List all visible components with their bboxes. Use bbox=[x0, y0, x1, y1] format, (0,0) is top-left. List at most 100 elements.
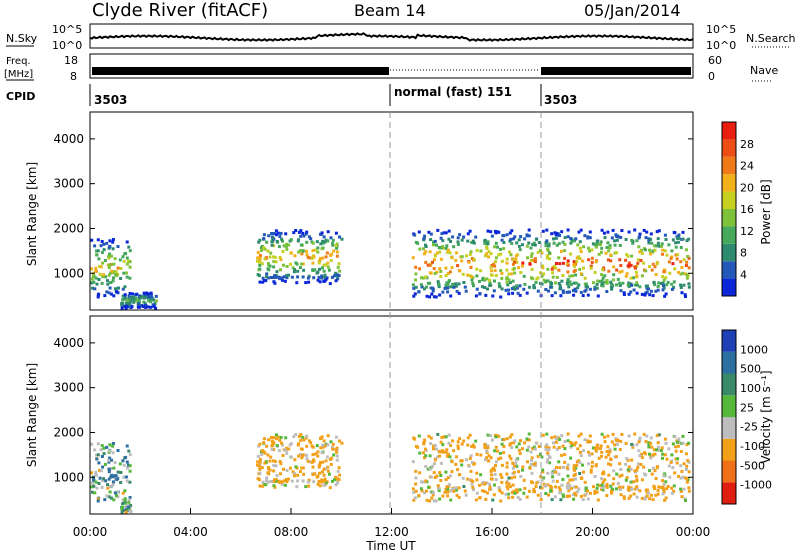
velocity-echo-cell bbox=[595, 486, 599, 490]
velocity-echo-cell bbox=[566, 483, 570, 487]
power-colorbar-tick-label: 28 bbox=[740, 138, 754, 151]
power-colorbar-tick-label: 24 bbox=[740, 160, 754, 173]
power-echo-cell bbox=[595, 282, 599, 286]
power-echo-cell bbox=[557, 268, 561, 272]
power-echo-cell bbox=[412, 294, 416, 298]
velocity-echo-cell bbox=[632, 492, 636, 496]
velocity-echo-cell bbox=[525, 448, 529, 452]
velocity-echo-cell bbox=[428, 454, 432, 458]
power-echo-cell bbox=[483, 242, 487, 245]
velocity-echo-cell bbox=[257, 444, 261, 448]
power-echo-cell bbox=[126, 299, 130, 303]
velocity-echo-cell bbox=[421, 480, 425, 484]
power-echo-cell bbox=[502, 247, 506, 251]
power-echo-cell bbox=[127, 304, 131, 308]
power-echo-cell bbox=[111, 240, 115, 244]
velocity-echo-cell bbox=[326, 465, 330, 469]
power-echo-cell bbox=[331, 243, 335, 247]
velocity-echo-cell bbox=[324, 481, 328, 485]
power-echo-cell bbox=[508, 231, 512, 235]
velocity-echo-cell bbox=[458, 473, 462, 476]
velocity-echo-cell bbox=[256, 460, 260, 464]
power-echo-cell bbox=[603, 280, 607, 284]
power-echo-cell bbox=[463, 285, 467, 289]
velocity-echo-cell bbox=[541, 433, 545, 437]
velocity-echo-cell bbox=[331, 446, 334, 450]
power-echo-cell bbox=[522, 287, 526, 291]
station-title: Clyde River (fitACF) bbox=[92, 0, 268, 21]
velocity-echo-cell bbox=[423, 438, 427, 442]
velocity-echo-cell bbox=[681, 475, 685, 479]
power-colorbar-swatch bbox=[722, 191, 736, 209]
velocity-echo-cell bbox=[127, 501, 131, 505]
velocity-echo-cell bbox=[274, 464, 278, 468]
cpid-label: CPID bbox=[6, 90, 35, 103]
velocity-echo-cell bbox=[121, 502, 125, 505]
velocity-echo-cell bbox=[260, 452, 264, 456]
power-echo-cell bbox=[429, 262, 433, 266]
velocity-echo-cell bbox=[420, 489, 424, 493]
power-echo-cell bbox=[508, 281, 512, 285]
power-echo-cell bbox=[547, 289, 550, 293]
velocity-echo-cell bbox=[460, 463, 464, 467]
velocity-echo-cell bbox=[266, 453, 270, 457]
power-echo-cell bbox=[123, 304, 127, 308]
velocity-echo-cell bbox=[515, 445, 519, 449]
velocity-echo-cell bbox=[258, 471, 262, 475]
power-ytick-label: 2000 bbox=[53, 221, 84, 235]
power-echo-cell bbox=[534, 281, 538, 284]
power-echo-cell bbox=[451, 235, 455, 239]
velocity-echo-cell bbox=[537, 445, 541, 448]
power-echo-cell bbox=[449, 294, 453, 298]
power-echo-cell bbox=[266, 276, 270, 280]
velocity-colorbar-tick-label: -100 bbox=[740, 440, 765, 453]
power-echo-cell bbox=[544, 288, 548, 291]
velocity-echo-cell bbox=[438, 454, 442, 458]
power-echo-cell bbox=[588, 236, 592, 240]
velocity-echo-cell bbox=[512, 489, 516, 493]
power-echo-cell bbox=[673, 231, 677, 235]
power-echo-cell bbox=[262, 237, 266, 241]
power-echo-cell bbox=[674, 241, 678, 245]
velocity-echo-cell bbox=[420, 480, 423, 484]
velocity-echo-cell bbox=[499, 456, 503, 460]
velocity-echo-cell bbox=[338, 439, 341, 443]
velocity-echo-cell bbox=[95, 457, 99, 461]
power-echo-cell bbox=[590, 260, 594, 264]
velocity-echo-cell bbox=[679, 464, 683, 468]
velocity-echo-cell bbox=[687, 486, 691, 490]
velocity-echo-cell bbox=[120, 510, 124, 514]
velocity-echo-cell bbox=[563, 460, 567, 464]
velocity-echo-cell bbox=[434, 499, 438, 503]
power-echo-cell bbox=[500, 276, 504, 280]
velocity-echo-cell bbox=[600, 486, 604, 490]
velocity-echo-cell bbox=[468, 433, 472, 437]
power-echo-cell bbox=[613, 243, 617, 247]
velocity-echo-cell bbox=[104, 479, 108, 483]
power-echo-cell bbox=[305, 253, 309, 257]
velocity-echo-cell bbox=[656, 441, 660, 445]
power-echo-cell bbox=[545, 256, 549, 260]
power-echo-cell bbox=[618, 281, 622, 285]
power-echo-cell bbox=[600, 273, 604, 277]
velocity-echo-cell bbox=[301, 435, 305, 439]
velocity-echo-cell bbox=[432, 444, 435, 448]
power-echo-cell bbox=[444, 274, 448, 278]
power-echo-cell bbox=[414, 240, 418, 244]
velocity-echo-cell bbox=[485, 456, 489, 460]
power-echo-cell bbox=[494, 274, 498, 277]
velocity-echo-cell bbox=[450, 460, 454, 464]
velocity-colorbar-swatch bbox=[722, 438, 736, 461]
velocity-echo-cell bbox=[493, 468, 497, 472]
power-echo-cell bbox=[687, 256, 691, 260]
power-echo-cell bbox=[508, 239, 512, 243]
power-echo-cell bbox=[424, 250, 428, 254]
power-echo-cell bbox=[607, 249, 611, 253]
velocity-echo-cell bbox=[511, 466, 515, 470]
velocity-echo-cell bbox=[635, 495, 639, 499]
power-echo-cell bbox=[137, 294, 141, 298]
power-echo-cell bbox=[423, 287, 426, 291]
power-echo-cell bbox=[281, 239, 284, 243]
velocity-echo-cell bbox=[666, 484, 670, 488]
velocity-echo-cell bbox=[485, 449, 488, 453]
